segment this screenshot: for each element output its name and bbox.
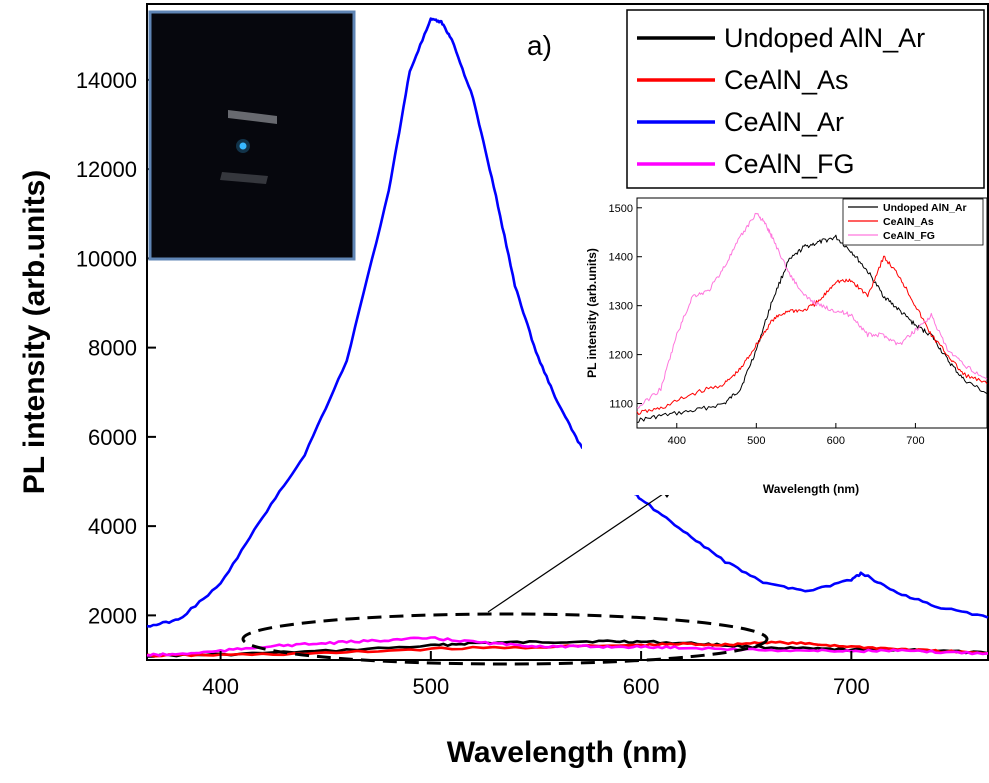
inset-y-tick-label: 1300 [609,301,633,313]
inset-series-group [636,212,988,423]
sample-photo-inset [148,10,356,261]
legend-label-cealn-fg: CeAlN_FG [724,149,855,179]
legend-label-undoped-aln-ar: Undoped AlN_Ar [724,23,925,53]
highlight-ellipse [241,612,769,666]
inset-x-tick-label: 700 [906,435,924,447]
legend-label-cealn-as: CeAlN_As [724,65,849,95]
main-y-tick-label: 6000 [88,425,137,450]
sample-photo-emission-spot [239,142,247,150]
inset-y-axis-title: PL intensity (arb.units) [585,248,599,378]
main-x-tick-label: 600 [623,674,660,699]
main-plot-frame [146,3,989,661]
main-y-tick-label: 10000 [76,246,137,271]
inset-y-tick-label: 1500 [609,203,633,215]
legend-label-cealn-ar: CeAlN_Ar [724,107,844,137]
sample-photo-frame [148,10,356,261]
zoom-arrow-line [487,491,667,613]
inset-legend-label-cealn-fg: CeAlN_FG [883,230,935,242]
inset-series-line-cealn-fg [636,212,988,409]
sample-photo-bar-lower [220,172,268,184]
sample-photo-bar-upper [228,110,277,124]
inset-x-tick-label: 600 [827,435,845,447]
main-x-tick-label: 700 [833,674,870,699]
inset-legend-label-cealn-as: CeAlN_As [883,216,934,228]
main-series-group [146,17,989,658]
inset-x-tick-label: 500 [747,435,765,447]
inset-y-tick-label: 1400 [609,252,633,264]
x-axis-title: Wavelength (nm) [447,736,688,769]
main-y-tick-label: 8000 [88,336,137,361]
inset-legend-label-undoped-aln-ar: Undoped AlN_Ar [883,202,967,214]
inset-y-tick-label: 1100 [609,399,633,411]
main-x-tick-label: 400 [202,674,239,699]
inset-axis-ticks: 400 500 600 700 1100 1200 1300 1400 1500 [609,203,925,447]
main-x-tick-label: 500 [412,674,449,699]
main-y-tick-label: 14000 [76,68,137,93]
main-y-tick-label: 4000 [88,514,137,539]
y-axis-title: PL intensity (arb.units) [18,170,51,494]
main-series-line-undoped-aln-ar [147,639,989,658]
inset-x-tick-label: 400 [668,435,686,447]
inset-plot-frame [636,197,988,429]
inset-x-axis-title: Wavelength (nm) [763,482,859,496]
panel-label: a) [527,30,552,61]
main-series-line-cealn-ar [146,17,989,628]
inset-series-line-undoped-aln-ar [636,234,988,423]
inset-y-tick-label: 1200 [609,350,633,362]
inset-series-line-cealn-as [636,255,988,415]
zoom-inset: 400 500 600 700 1100 1200 1300 1400 1500 Wavelen… [582,195,988,496]
inset-legend: Undoped AlN_Ar CeAlN_As CeAlN_FG [842,198,984,246]
main-y-tick-label: 2000 [88,603,137,628]
main-series-line-cealn-as [146,640,989,658]
main-series-line-cealn-fg [146,636,989,657]
main-legend: Undoped AlN_Ar CeAlN_As CeAlN_Ar CeAlN_F… [626,9,985,189]
main-axis-ticks: 400 500 600 700 2000 4000 6000 8000 10000 12000 14… [76,68,870,699]
main-y-tick-label: 12000 [76,157,137,182]
sample-photo-emission-glow [236,139,250,153]
